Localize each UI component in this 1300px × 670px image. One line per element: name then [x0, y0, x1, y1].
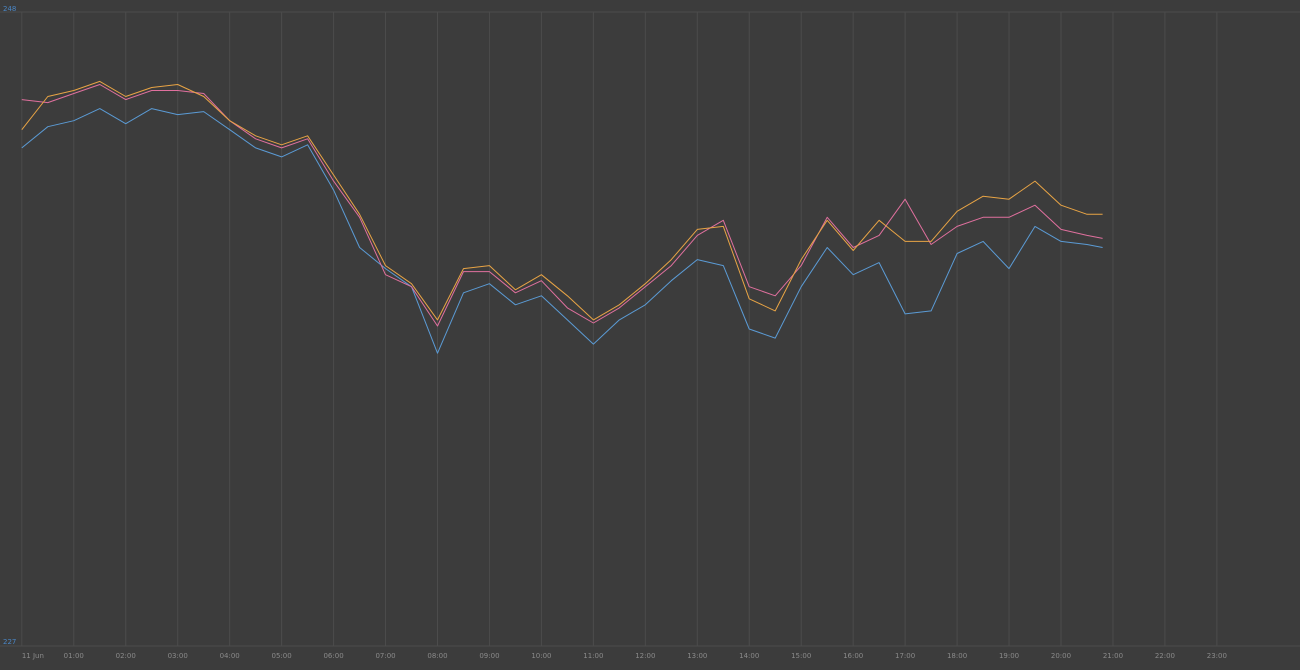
series-line [21, 108, 1103, 354]
x-tick-label: 02:00 [116, 652, 136, 660]
x-tick-label: 15:00 [791, 652, 811, 660]
x-tick-label: 16:00 [843, 652, 863, 660]
x-tick-label: 22:00 [1155, 652, 1175, 660]
x-tick-label: 11:00 [583, 652, 603, 660]
x-tick-label: 13:00 [687, 652, 707, 660]
x-tick-label: 06:00 [323, 652, 343, 660]
x-tick-label: 08:00 [427, 652, 447, 660]
series-line [21, 80, 1103, 321]
x-tick-label: 17:00 [895, 652, 915, 660]
y-tick-label: 248 [3, 5, 16, 13]
x-tick-label: 14:00 [739, 652, 759, 660]
x-tick-label: 21:00 [1103, 652, 1123, 660]
x-tick-label: 07:00 [375, 652, 395, 660]
y-tick-label: 227 [3, 638, 16, 646]
x-tick-label: 03:00 [168, 652, 188, 660]
x-tick-label: 12:00 [635, 652, 655, 660]
x-tick-label: 09:00 [479, 652, 499, 660]
x-tick-label: 19:00 [999, 652, 1019, 660]
x-tick-label: 04:00 [220, 652, 240, 660]
series-line [21, 84, 1103, 327]
x-tick-label: 10:00 [531, 652, 551, 660]
x-tick-label: 01:00 [64, 652, 84, 660]
x-tick-label: 18:00 [947, 652, 967, 660]
x-tick-label: 20:00 [1051, 652, 1071, 660]
x-tick-label: 11 Jun [22, 652, 44, 660]
x-tick-label: 23:00 [1207, 652, 1227, 660]
x-tick-label: 05:00 [272, 652, 292, 660]
